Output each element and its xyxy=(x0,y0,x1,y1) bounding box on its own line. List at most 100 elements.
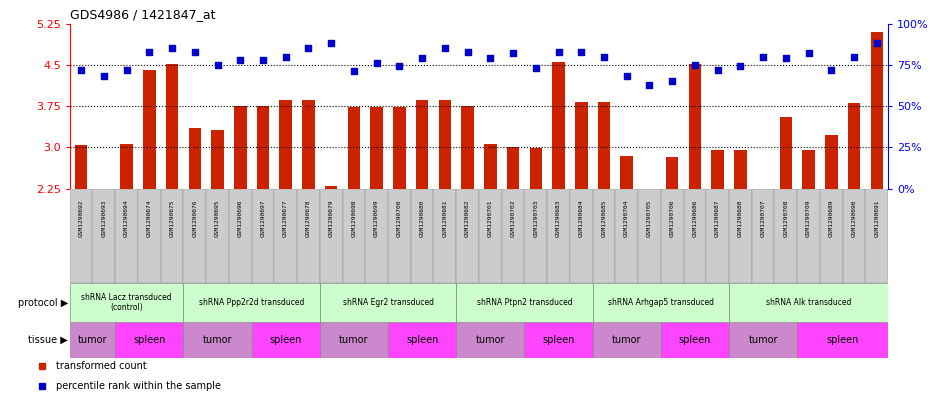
Bar xyxy=(734,150,747,189)
Bar xyxy=(325,186,338,189)
Point xyxy=(801,50,816,57)
Bar xyxy=(411,189,433,283)
Text: spleen: spleen xyxy=(405,335,438,345)
Text: tumor: tumor xyxy=(475,335,505,345)
Bar xyxy=(620,156,633,189)
Bar xyxy=(393,107,405,189)
Point xyxy=(415,55,430,61)
Bar xyxy=(820,189,843,283)
Bar xyxy=(507,147,519,189)
Bar xyxy=(183,283,320,322)
Text: shRNA Arhgap5 transduced: shRNA Arhgap5 transduced xyxy=(608,298,714,307)
Text: GSM1290679: GSM1290679 xyxy=(328,200,334,237)
Bar xyxy=(870,32,883,189)
Text: shRNA Ptpn2 transduced: shRNA Ptpn2 transduced xyxy=(476,298,572,307)
Bar xyxy=(257,106,269,189)
Bar xyxy=(775,189,797,283)
Bar xyxy=(592,283,729,322)
Bar xyxy=(183,189,206,283)
Bar xyxy=(592,322,661,358)
Bar xyxy=(189,128,201,189)
Point xyxy=(165,45,179,51)
Text: GSM1290700: GSM1290700 xyxy=(397,200,402,237)
Text: GSM1290689: GSM1290689 xyxy=(829,200,834,237)
Text: shRNA Lacz transduced
(control): shRNA Lacz transduced (control) xyxy=(81,293,172,312)
Text: tumor: tumor xyxy=(749,335,777,345)
Text: GSM1290678: GSM1290678 xyxy=(306,200,311,237)
Bar xyxy=(729,322,797,358)
Bar xyxy=(661,322,729,358)
Text: GSM1290695: GSM1290695 xyxy=(215,200,220,237)
Point xyxy=(119,67,134,73)
Text: transformed count: transformed count xyxy=(56,362,147,371)
Bar xyxy=(711,150,724,189)
Bar xyxy=(638,189,661,283)
Point xyxy=(483,55,498,61)
Text: GSM1290698: GSM1290698 xyxy=(352,200,356,237)
Bar xyxy=(279,99,292,189)
Text: GSM1290682: GSM1290682 xyxy=(465,200,470,237)
Text: GSM1290693: GSM1290693 xyxy=(101,200,106,237)
Text: GSM1290690: GSM1290690 xyxy=(852,200,857,237)
Point xyxy=(642,81,657,88)
Bar xyxy=(388,189,411,283)
Point xyxy=(596,53,611,60)
Point xyxy=(778,55,793,61)
Bar xyxy=(797,322,888,358)
Point xyxy=(73,67,88,73)
Point xyxy=(301,45,316,51)
Point xyxy=(733,63,748,70)
Bar xyxy=(320,189,342,283)
Bar xyxy=(115,322,183,358)
Bar xyxy=(183,322,252,358)
Point xyxy=(460,48,475,55)
Text: GSM1290705: GSM1290705 xyxy=(647,200,652,237)
Text: shRNA Alk transduced: shRNA Alk transduced xyxy=(766,298,851,307)
Point xyxy=(574,48,589,55)
Text: spleen: spleen xyxy=(679,335,711,345)
Bar xyxy=(252,189,274,283)
Text: GSM1290681: GSM1290681 xyxy=(443,200,447,237)
Bar xyxy=(866,189,888,283)
Point xyxy=(97,73,112,79)
Bar xyxy=(570,189,592,283)
Bar xyxy=(92,189,115,283)
Point xyxy=(232,57,247,63)
Bar xyxy=(525,189,547,283)
Point xyxy=(256,57,271,63)
Text: GSM1290708: GSM1290708 xyxy=(783,200,789,237)
Bar xyxy=(843,189,866,283)
Text: tissue ▶: tissue ▶ xyxy=(28,335,68,345)
Point xyxy=(846,53,861,60)
Bar xyxy=(166,64,179,189)
Text: percentile rank within the sample: percentile rank within the sample xyxy=(56,381,220,391)
Bar xyxy=(729,283,888,322)
Bar xyxy=(461,106,473,189)
Point xyxy=(324,40,339,46)
Text: GSM1290706: GSM1290706 xyxy=(670,200,674,237)
Bar xyxy=(848,103,860,189)
Text: tumor: tumor xyxy=(203,335,232,345)
Text: GSM1290691: GSM1290691 xyxy=(874,200,879,237)
Bar xyxy=(439,99,451,189)
Text: shRNA Ppp2r2d transduced: shRNA Ppp2r2d transduced xyxy=(199,298,304,307)
Text: protocol ▶: protocol ▶ xyxy=(18,298,68,308)
Text: spleen: spleen xyxy=(542,335,575,345)
Text: GSM1290674: GSM1290674 xyxy=(147,200,152,237)
Bar xyxy=(120,143,133,189)
Bar xyxy=(688,64,701,189)
Point xyxy=(142,48,157,55)
Bar xyxy=(825,135,838,189)
Bar xyxy=(211,130,224,189)
Text: GSM1290675: GSM1290675 xyxy=(169,200,175,237)
Text: GDS4986 / 1421847_at: GDS4986 / 1421847_at xyxy=(70,8,215,21)
Point xyxy=(210,62,225,68)
Bar xyxy=(479,189,501,283)
Bar xyxy=(797,189,820,283)
Point xyxy=(528,65,543,71)
Point xyxy=(824,67,839,73)
Bar xyxy=(529,148,542,189)
Bar xyxy=(252,322,320,358)
Point xyxy=(506,50,521,57)
Bar xyxy=(684,189,706,283)
